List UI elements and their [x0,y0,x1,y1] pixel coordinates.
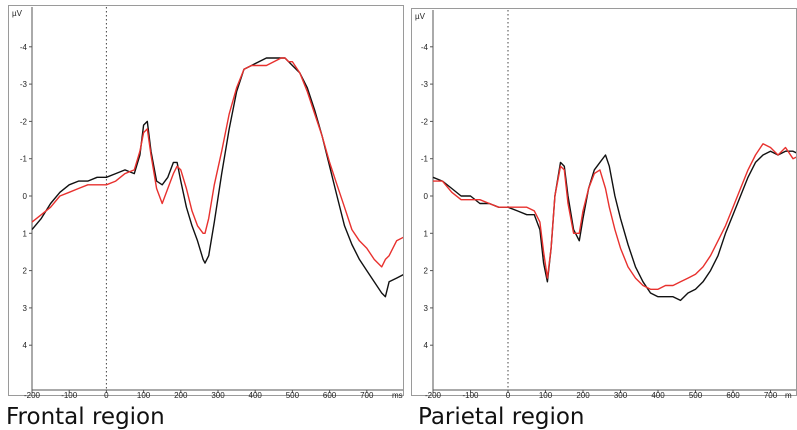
x-axis-unit: m [785,391,792,400]
y-tick-label: 3 [424,304,429,313]
x-tick-label: 500 [286,391,300,400]
y-axis-unit: µV [415,12,426,21]
y-tick-label: 1 [424,229,429,238]
y-tick-label: 2 [23,267,28,276]
x-tick-label: -200 [425,391,442,400]
x-tick-label: -100 [462,391,479,400]
y-tick-label: -1 [20,155,28,164]
y-tick-label: -1 [421,155,429,164]
x-tick-label: 0 [506,391,511,400]
x-tick-label: 300 [211,391,225,400]
x-tick-label: 500 [689,391,703,400]
x-tick-label: 100 [539,391,553,400]
y-tick-label: -4 [421,43,429,52]
series-line-red [31,57,403,268]
x-tick-label: 700 [360,391,374,400]
y-tick-label: 1 [23,229,28,238]
x-tick-label: 600 [726,391,740,400]
y-axis-unit: µV [12,9,23,18]
y-tick-label: -4 [20,43,28,52]
x-tick-label: 100 [137,391,151,400]
series-line-black [31,57,403,298]
x-tick-label: 400 [249,391,263,400]
panel-caption: Parietal region [418,404,584,430]
x-tick-label: -100 [61,391,78,400]
y-tick-label: -2 [421,117,429,126]
panel-caption: Frontal region [6,404,165,430]
y-tick-label: 2 [424,267,429,276]
x-tick-label: 200 [576,391,590,400]
y-tick-label: 4 [424,341,429,350]
plot-frame [411,8,797,396]
panel-parietal: -4 -3 -2 -1 0 1 2 3 4 µV -200 -100 0 100 200 300 400 500 6… [411,8,797,430]
series-line-red [433,143,796,290]
y-tick-label: 0 [424,192,429,201]
panel-frontal: -4 -3 -2 -1 0 1 2 3 4 µV -200 -100 0 100 200 300 400 500 6… [6,5,404,430]
x-axis-unit: ms [392,391,403,400]
x-tick-label: 400 [651,391,665,400]
x-tick-label: 200 [174,391,188,400]
y-tick-label: 0 [23,192,28,201]
x-tick-label: 300 [614,391,628,400]
plot-frame [8,5,404,396]
series-line-black [432,150,796,302]
y-tick-label: -2 [20,117,28,126]
y-tick-label: 4 [23,341,28,350]
x-tick-label: -200 [24,391,41,400]
y-tick-label: -3 [20,80,28,89]
x-tick-label: 0 [104,391,109,400]
x-tick-label: 600 [323,391,337,400]
x-tick-label: 700 [764,391,778,400]
y-tick-label: -3 [421,80,429,89]
y-tick-label: 3 [23,304,28,313]
